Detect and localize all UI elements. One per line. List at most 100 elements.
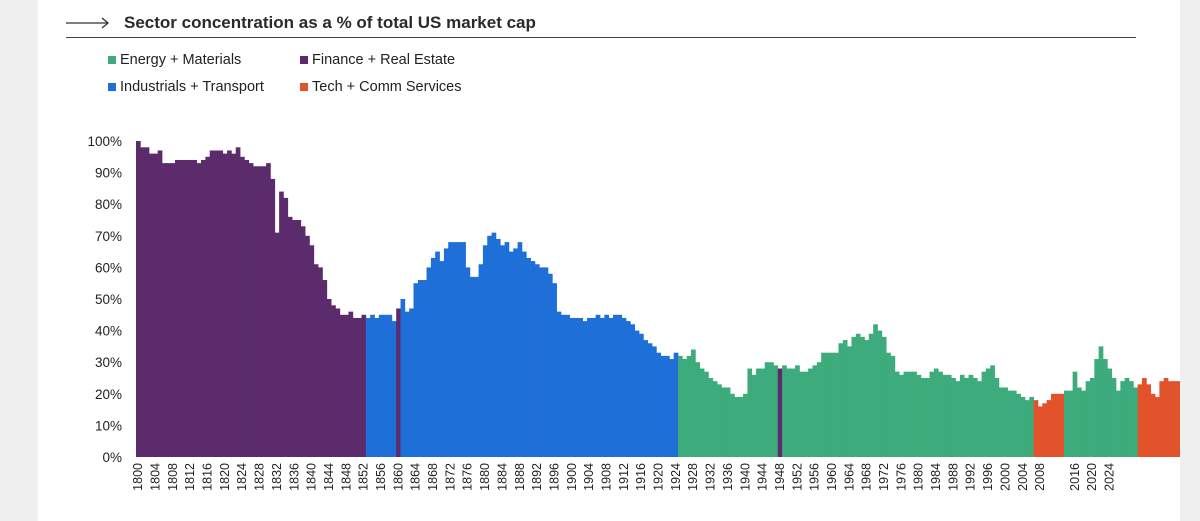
bar: [300, 226, 306, 457]
y-tick-label: 100%: [87, 134, 122, 149]
bar: [1011, 390, 1017, 457]
x-tick-label: 1880: [478, 463, 492, 491]
bar: [218, 150, 224, 458]
y-tick-label: 40%: [95, 324, 122, 339]
x-tick-label: 1884: [495, 463, 509, 491]
bar: [838, 343, 844, 457]
x-tick-label: 1996: [981, 463, 995, 491]
bar: [998, 387, 1004, 457]
bar-series: [136, 141, 1180, 458]
x-tick-label: 2016: [1068, 463, 1082, 491]
bar: [530, 261, 536, 457]
bar: [244, 159, 250, 457]
x-tick-label: 1904: [582, 463, 596, 491]
bar: [1155, 396, 1160, 457]
bar: [673, 352, 679, 457]
legend-swatch-energy: [108, 56, 116, 64]
bar: [799, 371, 805, 457]
bar: [734, 396, 740, 457]
bar: [652, 346, 657, 457]
bar: [214, 150, 219, 458]
bar: [1116, 390, 1121, 457]
bar: [959, 374, 965, 457]
bar: [1163, 378, 1169, 457]
bar: [543, 267, 549, 457]
legend-swatch-industrials: [108, 83, 116, 91]
bar: [608, 317, 614, 457]
bar: [465, 267, 471, 457]
bar: [1146, 384, 1152, 457]
bar: [521, 251, 527, 457]
bar: [829, 352, 835, 457]
x-tick-label: 1972: [877, 463, 891, 491]
bar: [842, 340, 848, 457]
x-tick-label: 2000: [998, 463, 1012, 491]
bar: [730, 393, 735, 457]
x-tick-label: 1816: [201, 463, 215, 491]
x-tick-label: 1936: [721, 463, 735, 491]
x-tick-label: 2008: [1033, 463, 1047, 491]
bar: [643, 340, 649, 457]
bar: [487, 235, 492, 457]
bar: [565, 314, 570, 457]
x-tick-label: 1848: [339, 463, 353, 491]
x-tick-label: 1856: [374, 463, 388, 491]
bar: [847, 346, 852, 457]
bar: [955, 381, 961, 457]
x-tick-label: 2024: [1103, 463, 1117, 491]
x-tick-label: 1980: [912, 463, 926, 491]
x-tick-label: 1900: [565, 463, 579, 491]
bar: [170, 163, 176, 457]
x-tick-label: 1852: [357, 463, 371, 491]
bar: [825, 352, 831, 457]
bar: [383, 314, 388, 457]
bar: [933, 368, 939, 457]
bar: [426, 267, 432, 457]
x-tick-label: 1812: [183, 463, 197, 491]
y-tick-label: 10%: [95, 418, 122, 433]
bar: [556, 311, 562, 457]
x-tick-label: 1960: [825, 463, 839, 491]
bar: [162, 163, 167, 457]
bar: [196, 163, 202, 457]
bar: [378, 314, 384, 457]
chart-title: Sector concentration as a % of total US …: [124, 13, 536, 32]
x-tick-label: 1940: [738, 463, 752, 491]
bar: [248, 163, 254, 457]
bar: [309, 245, 315, 457]
legend-label: Finance + Real Estate: [312, 52, 456, 68]
bar: [175, 159, 180, 457]
x-tick-label: 1948: [773, 463, 787, 491]
legend-item-energy-materials: Energy + Materials: [108, 52, 241, 68]
bar: [534, 264, 540, 457]
bar: [491, 232, 497, 457]
x-tick-label: 1896: [547, 463, 561, 491]
bar: [881, 336, 887, 457]
bar: [495, 238, 501, 457]
bar: [990, 365, 995, 457]
x-tick-label: 2020: [1085, 463, 1099, 491]
bar: [274, 232, 280, 457]
bar: [1168, 381, 1173, 457]
bar: [279, 191, 284, 457]
bar: [439, 261, 445, 457]
bar: [665, 355, 670, 457]
bar: [266, 163, 271, 457]
bar-chart: 0%10%20%30%40%50%60%70%80%90%100% 1800 18…: [87, 134, 1180, 491]
legend-label: Tech + Comm Services: [312, 79, 462, 95]
bar: [699, 368, 705, 457]
bar: [929, 371, 935, 457]
bar: [573, 317, 579, 457]
bar: [769, 362, 774, 457]
bar: [500, 245, 505, 457]
bar: [1085, 381, 1091, 457]
bar: [188, 159, 193, 457]
y-tick-label: 60%: [95, 260, 122, 275]
x-tick-label: 1928: [686, 463, 700, 491]
bar: [222, 153, 228, 457]
bar: [595, 314, 601, 457]
bar: [860, 336, 865, 457]
bar: [209, 150, 215, 458]
bar: [292, 220, 297, 457]
bar: [890, 355, 896, 457]
